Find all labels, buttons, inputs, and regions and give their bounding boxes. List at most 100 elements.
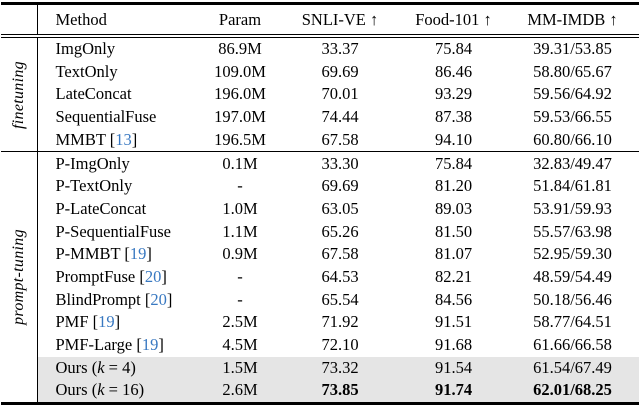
param-cell: 2.6M — [201, 379, 279, 404]
mm-imdb-cell: 53.91/59.93 — [533, 198, 612, 218]
mm-imdb-cell: 39.31/53.85 — [533, 39, 612, 59]
method-cell: Ours (k = 4) — [37, 356, 201, 380]
snli-ve-cell: 69.69 — [321, 176, 359, 196]
mm-imdb-cell: 59.56/64.92 — [533, 84, 612, 104]
table-row: MMBT [13] 196.5M 67.58 94.10 60.80/66.10 — [1, 129, 639, 152]
table-row: P-MMBT [19] 0.9M 67.58 81.07 52.95/59.30 — [1, 243, 639, 266]
method-label-text: MMBT [ — [55, 129, 116, 149]
mm-imdb-cell: 59.53/66.55 — [533, 107, 612, 127]
table-header: Method Param SNLI-VE ↑ Food-101 ↑ MM-IMDB ↑ — [1, 3, 639, 38]
method-label-text: P-TextOnly — [55, 176, 133, 196]
param-cell: - — [237, 289, 243, 309]
food-101-cell: 84.56 — [434, 289, 473, 309]
method-cell: PromptFuse [20] — [37, 266, 201, 289]
mm-imdb-cell: 61.54/67.49 — [506, 356, 639, 380]
group-label-text: finetuning — [9, 60, 27, 129]
method-label-text: TextOnly — [55, 61, 118, 81]
param-cell: 4.5M — [222, 335, 258, 355]
method-label-text: P-LateConcat — [55, 198, 147, 218]
snli-ve-cell: 64.53 — [321, 266, 359, 286]
food-101-cell: 75.84 — [401, 151, 506, 176]
table-row: P-LateConcat 1.0M 63.05 89.03 53.91/59.93 — [1, 198, 639, 221]
food-101-cell: 91.51 — [434, 312, 473, 332]
snli-ve-cell: 74.44 — [321, 107, 359, 127]
method-cell: ImgOnly — [37, 36, 201, 61]
method-label-text: ] — [131, 129, 138, 149]
citation-link[interactable]: 19 — [98, 312, 115, 332]
group-label-text: prompt-tuning — [9, 229, 27, 326]
table-row: P-TextOnly - 69.69 81.20 51.84/61.81 — [1, 175, 639, 198]
snli-ve-cell: 71.92 — [321, 312, 359, 332]
mm-imdb-cell: 32.83/49.47 — [506, 151, 639, 176]
table-row: Ours (k = 4) 1.5M 73.32 91.54 61.54/67.49 — [1, 356, 639, 380]
method-label-text: PromptFuse [ — [55, 266, 145, 286]
method-cell: P-TextOnly — [37, 175, 201, 198]
citation-link[interactable]: 19 — [129, 244, 147, 264]
method-label-text: PMF-Large [ — [55, 335, 142, 355]
table-row: PromptFuse [20] - 64.53 82.21 48.59/54.49 — [1, 266, 639, 289]
method-cell: PMF-Large [19] — [37, 334, 201, 357]
citation-link[interactable]: 13 — [115, 129, 132, 149]
method-cell: Ours (k = 16) — [37, 379, 201, 404]
method-label-text: SequentialFuse — [55, 107, 157, 127]
column-header-method: Method — [37, 3, 201, 38]
mm-imdb-cell: 48.59/54.49 — [533, 266, 612, 286]
snli-ve-cell: 72.10 — [321, 335, 359, 355]
snli-ve-cell: 73.32 — [279, 356, 401, 380]
method-label-text: ] — [146, 244, 152, 264]
method-label-text: Ours ( — [55, 380, 98, 400]
method-cell: SequentialFuse — [37, 106, 201, 129]
method-cell: P-ImgOnly — [37, 151, 201, 176]
table-row: PMF [19] 2.5M 71.92 91.51 58.77/64.51 — [1, 311, 639, 334]
method-label-text: Ours ( — [55, 357, 98, 377]
param-cell: 2.5M — [222, 312, 258, 332]
mm-imdb-cell: 60.80/66.10 — [533, 129, 612, 149]
table-row: Ours (k = 16) 2.6M 73.85 91.74 62.01/68.25 — [1, 379, 639, 404]
food-101-cell: 94.10 — [434, 129, 473, 149]
method-cell: P-LateConcat — [37, 198, 201, 221]
food-101-cell: 75.84 — [434, 39, 473, 59]
param-cell: 109.0M — [214, 61, 266, 81]
table-row: BlindPrompt [20] - 65.54 84.56 50.18/56.46 — [1, 289, 639, 312]
method-label-text: P-MMBT [ — [55, 244, 130, 264]
table-row: TextOnly 109.0M 69.69 86.46 58.80/65.67 — [1, 61, 639, 84]
method-cell: P-MMBT [19] — [37, 243, 201, 266]
food-101-cell: 82.21 — [434, 266, 473, 286]
param-cell: 196.0M — [214, 84, 266, 104]
method-cell: P-SequentialFuse — [37, 221, 201, 244]
param-cell: 1.1M — [222, 221, 258, 241]
column-header-food: Food-101 ↑ — [401, 3, 506, 38]
param-cell: - — [237, 266, 243, 286]
param-cell: 197.0M — [214, 107, 266, 127]
method-label-text: ] — [114, 312, 121, 332]
results-table-container: Method Param SNLI-VE ↑ Food-101 ↑ MM-IMDB ↑ … — [1, 2, 639, 405]
header-corner-cell — [1, 3, 38, 38]
mm-imdb-cell: 55.57/63.98 — [533, 221, 612, 241]
column-header-snli: SNLI-VE ↑ — [279, 3, 401, 38]
method-label-text: k — [97, 357, 105, 377]
food-101-cell: 81.07 — [434, 244, 473, 264]
method-label-text: BlindPrompt [ — [55, 289, 151, 309]
param-cell: - — [237, 176, 243, 196]
table-row: finetuning ImgOnly 86.9M 33.37 75.84 39.31/53… — [1, 36, 639, 152]
method-label-text: = 4) — [104, 357, 136, 377]
mm-imdb-cell: 62.01/68.25 — [506, 379, 639, 404]
table-row: P-SequentialFuse 1.1M 65.26 81.50 55.57/63.9… — [1, 221, 639, 244]
snli-ve-cell: 73.85 — [279, 379, 401, 404]
param-cell: 196.5M — [214, 129, 266, 149]
citation-link[interactable]: 19 — [141, 335, 159, 355]
method-label-text: P-ImgOnly — [55, 153, 130, 173]
citation-link[interactable]: 20 — [144, 266, 162, 286]
citation-link[interactable]: 20 — [150, 289, 167, 309]
table-body: finetuning ImgOnly 86.9M 33.37 75.84 39.31/53… — [1, 36, 639, 404]
group-label-finetuning: finetuning — [1, 36, 38, 152]
food-101-cell: 86.46 — [434, 61, 473, 81]
method-label-text: k — [97, 380, 105, 400]
method-cell: PMF [19] — [37, 311, 201, 334]
snli-ve-cell: 33.30 — [279, 151, 401, 176]
table-row: LateConcat 196.0M 70.01 93.29 59.56/64.92 — [1, 83, 639, 106]
column-header-imdb: MM-IMDB ↑ — [506, 3, 639, 38]
food-101-cell: 91.68 — [434, 335, 473, 355]
mm-imdb-cell: 61.66/66.58 — [533, 335, 612, 355]
mm-imdb-cell: 58.77/64.51 — [533, 312, 612, 332]
